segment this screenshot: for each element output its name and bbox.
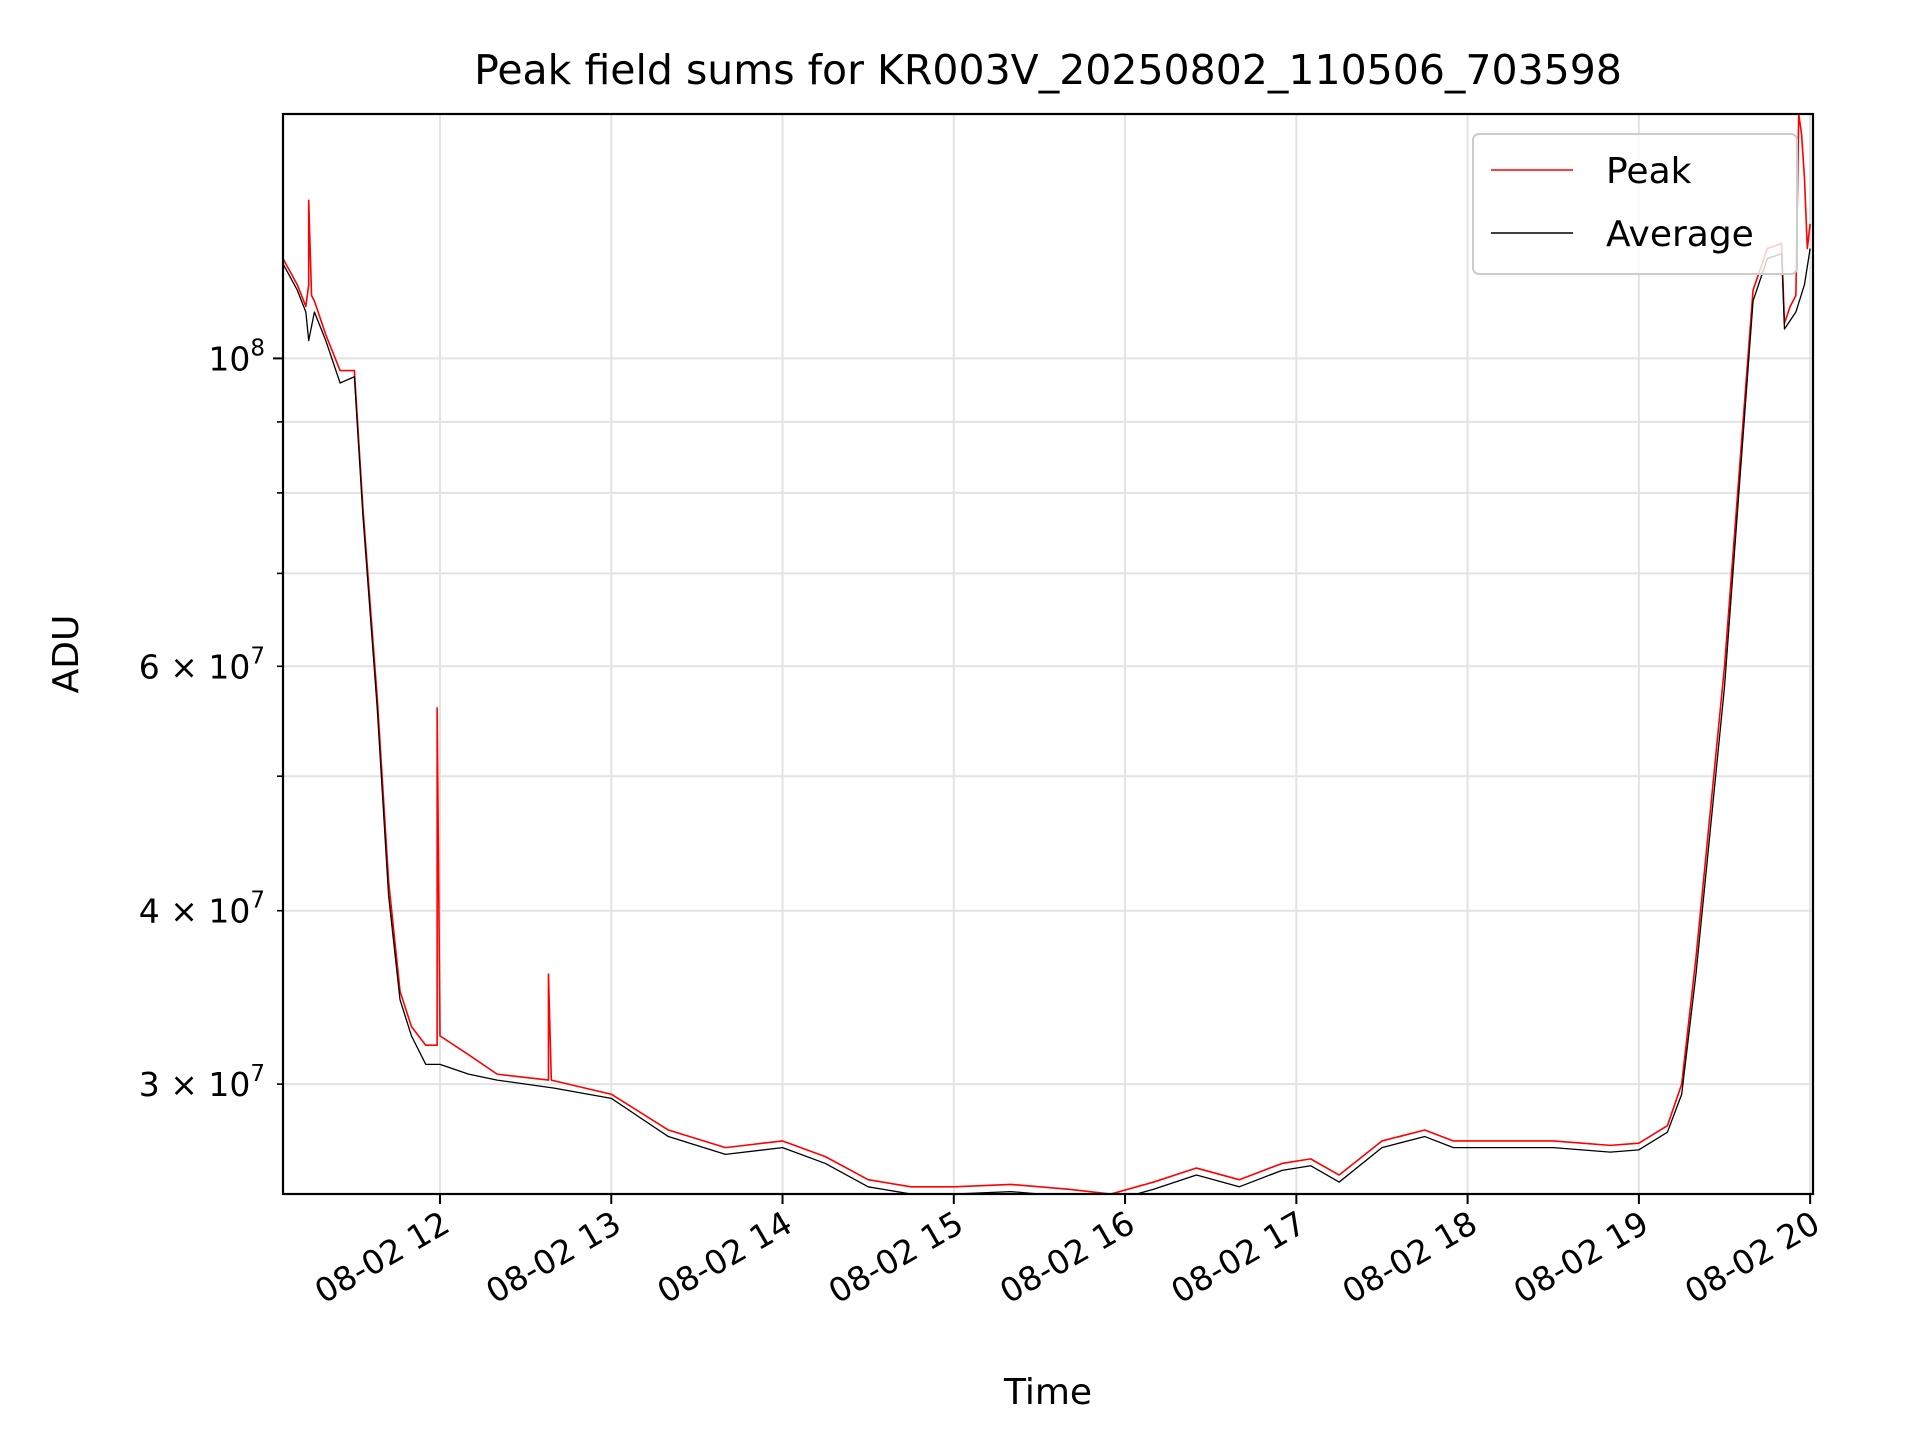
legend: Peak Average	[1472, 133, 1798, 275]
x-axis-label: Time	[1003, 1372, 1092, 1413]
plot-frame	[281, 112, 1815, 1196]
legend-label-average: Average	[1606, 214, 1754, 255]
series-line-average	[283, 248, 1811, 1194]
legend-box	[1472, 133, 1798, 275]
y-tick-label: 3 × 107	[139, 1061, 265, 1104]
chart-title: Peak field sums for KR003V_20250802_1105…	[474, 46, 1622, 94]
y-tick-label: 108	[208, 335, 265, 378]
y-axis-label: ADU	[46, 615, 87, 694]
series-layer	[283, 114, 1811, 1194]
y-tick-label: 6 × 107	[139, 643, 265, 686]
legend-label-peak: Peak	[1606, 151, 1692, 192]
y-tick-label: 4 × 107	[139, 888, 265, 931]
grid	[283, 114, 1813, 1194]
